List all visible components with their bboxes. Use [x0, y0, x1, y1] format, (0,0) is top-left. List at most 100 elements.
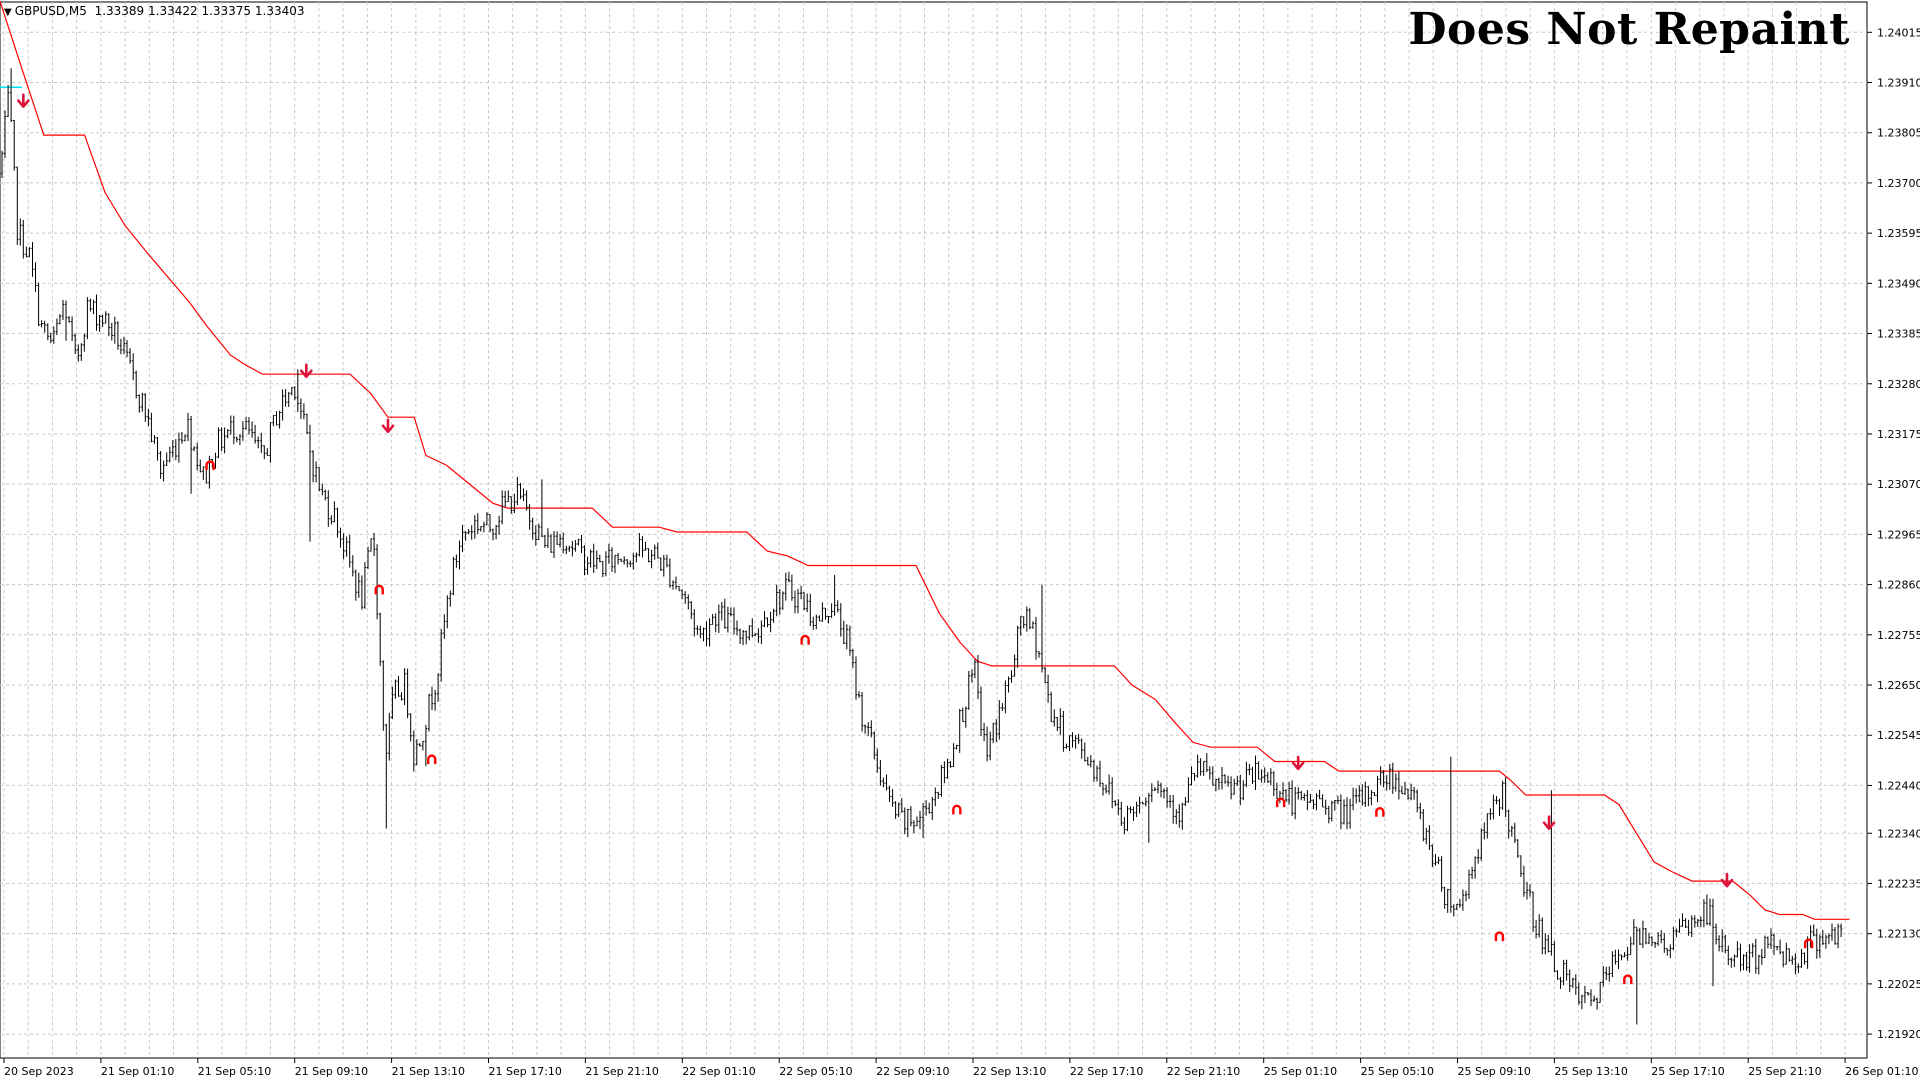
candle: [696, 625, 699, 635]
candle: [900, 798, 903, 813]
candle: [1178, 804, 1181, 828]
candle: [464, 531, 467, 541]
price-label: 1.22545: [1877, 729, 1920, 742]
candle: [1086, 756, 1089, 766]
candle: [1294, 786, 1297, 820]
candle: [854, 656, 858, 700]
candle: [144, 393, 147, 422]
candle: [1348, 798, 1352, 829]
candle: [324, 489, 327, 501]
candle: [1141, 801, 1144, 805]
buy-signal-icon: [427, 754, 437, 765]
candle: [138, 394, 141, 413]
candle: [1364, 781, 1367, 807]
candle: [1275, 782, 1279, 800]
candle: [1434, 854, 1437, 866]
candle: [1107, 774, 1111, 795]
candles: [0, 68, 1843, 1025]
candle: [400, 692, 403, 701]
candle: [1565, 959, 1568, 981]
candle: [174, 439, 177, 461]
time-label: 22 Sep 09:10: [876, 1065, 949, 1078]
sell-arrow-icon: [1542, 815, 1556, 830]
candle: [635, 552, 638, 563]
candle: [284, 389, 287, 407]
candle: [769, 611, 772, 633]
candle: [501, 490, 504, 525]
candle: [1769, 928, 1773, 949]
dropdown-triangle-icon[interactable]: ▼: [4, 7, 12, 18]
candle: [989, 731, 992, 761]
candle: [83, 333, 86, 352]
candle: [141, 392, 144, 412]
candle: [1721, 929, 1724, 952]
candle: [397, 676, 400, 697]
candle: [1782, 951, 1785, 968]
candle: [946, 758, 949, 779]
candle: [693, 609, 696, 637]
candle: [1717, 935, 1721, 952]
candle: [150, 412, 153, 443]
candle: [1480, 828, 1483, 861]
candle: [1589, 989, 1593, 1007]
candle: [1766, 936, 1770, 949]
candle: [522, 488, 525, 502]
candle: [1117, 799, 1120, 816]
candle: [568, 545, 571, 552]
candle: [43, 320, 46, 333]
candle: [1608, 966, 1611, 982]
candle: [1284, 789, 1288, 802]
candle: [1663, 933, 1666, 953]
candle: [1074, 735, 1077, 749]
candle: [1467, 869, 1471, 900]
candle: [1162, 788, 1166, 799]
candle: [1132, 806, 1135, 821]
candle: [863, 724, 867, 734]
candle: [1010, 670, 1013, 683]
candle: [1050, 691, 1053, 723]
candle: [385, 723, 388, 829]
time-label: 25 Sep 21:10: [1748, 1065, 1821, 1078]
candle: [928, 802, 931, 814]
candle: [1623, 952, 1626, 958]
candle: [818, 615, 821, 622]
candle: [168, 446, 171, 463]
candle: [1345, 797, 1349, 830]
candle: [943, 761, 946, 784]
candle: [998, 700, 1001, 740]
candle: [1223, 774, 1227, 784]
candle: [1101, 782, 1105, 796]
candle: [1040, 584, 1044, 673]
trail-stop-line: [0, 1, 1850, 920]
candle: [1406, 788, 1410, 800]
candle: [107, 313, 110, 337]
candle: [970, 669, 974, 683]
chart-frame: [0, 1, 1868, 1059]
candle: [741, 630, 745, 646]
candle: [192, 446, 196, 452]
candle: [418, 743, 421, 747]
candle: [1672, 926, 1675, 951]
buy-signal-icon: [1623, 974, 1633, 985]
candle: [46, 323, 49, 341]
candle: [1315, 793, 1318, 811]
candle: [92, 299, 95, 315]
candle: [1193, 772, 1196, 781]
candle: [961, 707, 964, 722]
price-label: 1.22025: [1877, 978, 1920, 991]
candle: [1620, 954, 1623, 961]
candle: [571, 540, 574, 557]
candle: [1531, 891, 1535, 932]
candle: [1580, 994, 1584, 1010]
time-label: 22 Sep 05:10: [779, 1065, 852, 1078]
candle: [1541, 917, 1544, 955]
candle: [1257, 761, 1260, 780]
candle: [1138, 796, 1141, 814]
candle: [1336, 795, 1340, 805]
candle: [1245, 761, 1248, 788]
candle: [720, 601, 723, 621]
candle: [482, 521, 486, 533]
candle: [827, 616, 830, 624]
